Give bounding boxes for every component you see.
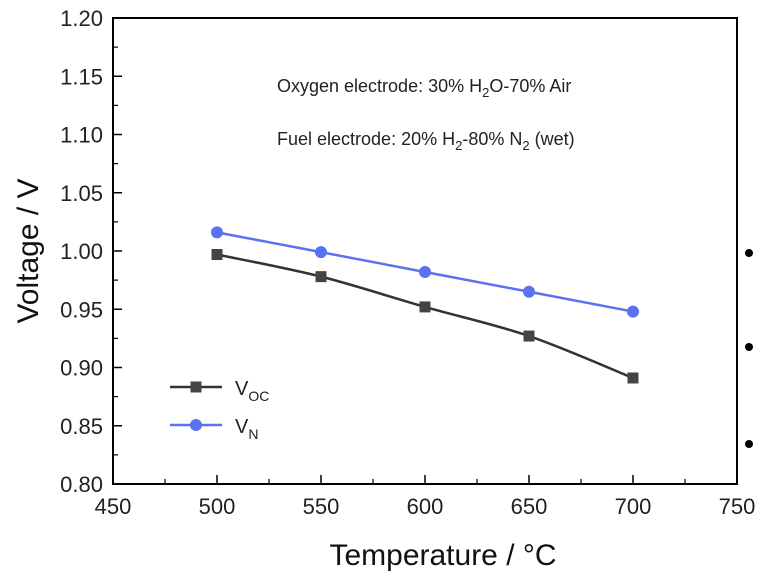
annotation-text: (wet) (530, 129, 575, 149)
annotation-fuel-electrode: Fuel electrode: 20% H2-80% N2 (wet) (277, 129, 575, 153)
data-point-square (523, 330, 535, 342)
x-axis-label-unit: °C (523, 539, 557, 572)
bullet-mark (745, 343, 753, 351)
y-tick-label: 1.10 (60, 123, 103, 148)
x-axis-label: Temperature / °C (329, 539, 556, 572)
data-point-square (315, 271, 327, 283)
y-tick-label: 1.15 (60, 64, 103, 89)
data-point-circle (211, 226, 223, 239)
annotation-text: Oxygen electrode: 30% H (277, 76, 482, 96)
data-point-circle (523, 285, 535, 298)
data-point-circle (419, 265, 431, 278)
legend-label-main: V (235, 378, 249, 400)
data-point-square (211, 248, 223, 260)
x-tick-label: 650 (511, 494, 548, 519)
data-point-circle (315, 246, 327, 259)
series-layer (211, 226, 639, 384)
tick-labels: 450 500 550 600 650 700 750 0.80 0.85 0.90 0.95 1.0… (60, 6, 755, 519)
x-tick-label: 500 (199, 494, 236, 519)
x-axis-label-text: Temperature / (329, 539, 522, 572)
legend-marker-vn (190, 419, 202, 431)
legend-label-sub: OC (248, 388, 269, 404)
bullet-mark (745, 249, 753, 257)
y-tick-label: 0.80 (60, 472, 103, 497)
legend-label-voc: VOC (235, 378, 269, 404)
x-tick-label: 600 (407, 494, 444, 519)
y-tick-label: 1.00 (60, 239, 103, 264)
y-tick-label: 1.05 (60, 181, 103, 206)
legend-label-sub: N (248, 426, 258, 442)
x-tick-label: 700 (615, 494, 652, 519)
annotation-text: O-70% Air (489, 76, 571, 96)
y-tick-label: 0.85 (60, 414, 103, 439)
annotation-subscript: 2 (522, 138, 529, 153)
data-point-square (419, 301, 431, 313)
legend-label-main: V (235, 416, 249, 438)
annotation-oxygen-electrode: Oxygen electrode: 30% H2O-70% Air (277, 76, 571, 100)
x-tick-label: 450 (95, 494, 132, 519)
bullet-mark (745, 440, 753, 448)
legend: VOC VN (170, 378, 269, 442)
annotations: Oxygen electrode: 30% H2O-70% Air Fuel e… (277, 76, 575, 153)
data-point-square (627, 372, 639, 384)
x-tick-label: 750 (719, 494, 756, 519)
data-point-circle (627, 305, 639, 318)
y-axis-label: Voltage / V (12, 178, 45, 323)
legend-label-vn: VN (235, 416, 258, 442)
annotation-text: -80% N (462, 129, 522, 149)
legend-marker-voc (190, 381, 202, 393)
y-tick-label: 0.90 (60, 356, 103, 381)
annotation-subscript: 2 (482, 85, 489, 100)
x-tick-label: 550 (303, 494, 340, 519)
annotation-subscript: 2 (455, 138, 462, 153)
y-tick-label: 0.95 (60, 297, 103, 322)
y-tick-label: 1.20 (60, 6, 103, 31)
annotation-text: Fuel electrode: 20% H (277, 129, 455, 149)
plot-frame (112, 17, 738, 485)
